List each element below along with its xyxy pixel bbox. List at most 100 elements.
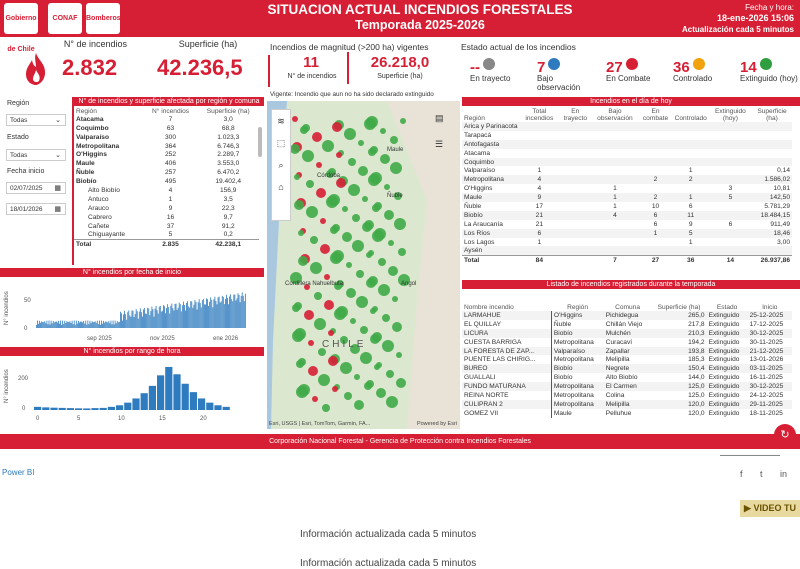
table-row[interactable]: Coquimbo 63 68,8	[74, 124, 259, 133]
fire-marker[interactable]	[398, 274, 410, 286]
estado-select[interactable]: Todas ⌄	[6, 149, 66, 161]
table-row[interactable]: Biobío 495 19.402,4	[74, 177, 259, 186]
fire-marker[interactable]	[364, 382, 372, 390]
zoom-slider[interactable]	[720, 455, 780, 456]
table-subrow[interactable]: Arauco 9 22,3	[74, 204, 259, 213]
fire-marker[interactable]	[370, 334, 380, 344]
scrollbar[interactable]	[258, 127, 262, 157]
table-row[interactable]: Aysén	[462, 246, 792, 256]
fire-marker[interactable]	[310, 236, 318, 244]
linkedin-icon[interactable]: in	[780, 469, 788, 479]
fire-marker[interactable]	[346, 262, 352, 268]
table-row[interactable]: LA FORESTA DE ZAP... Valparaíso Zapallar 19…	[462, 346, 792, 356]
home-icon[interactable]: ⌂	[278, 182, 284, 192]
fire-marker[interactable]	[310, 262, 322, 274]
table-row[interactable]: GOMEZ VII Maule Pelluhue 120,0 Extinguido 18-…	[462, 408, 792, 418]
fire-marker[interactable]	[344, 128, 356, 140]
fire-marker[interactable]	[342, 232, 352, 242]
fire-marker[interactable]	[334, 282, 342, 290]
fire-marker[interactable]	[342, 206, 348, 212]
fire-marker[interactable]	[384, 184, 390, 190]
facebook-icon[interactable]: f	[740, 469, 743, 479]
fire-marker[interactable]	[292, 116, 298, 122]
fire-marker[interactable]	[324, 274, 330, 280]
fire-marker[interactable]	[362, 222, 372, 232]
fire-marker[interactable]	[368, 148, 376, 156]
fire-marker[interactable]	[326, 170, 334, 178]
fire-marker[interactable]	[390, 136, 398, 144]
fire-marker[interactable]	[380, 128, 386, 134]
table-row[interactable]: GUALLALI Biobío Alto Biobío 144,0 Extinguido…	[462, 373, 792, 383]
table-subrow[interactable]: Cañete 37 91,2	[74, 222, 259, 231]
fire-marker[interactable]	[320, 218, 326, 224]
fire-marker[interactable]	[328, 330, 334, 336]
fire-marker[interactable]	[322, 404, 330, 412]
fire-marker[interactable]	[376, 388, 386, 398]
fire-marker[interactable]	[382, 314, 390, 322]
fire-marker[interactable]	[366, 278, 376, 288]
table-row[interactable]: Los Ríos 6 1 5 18,46	[462, 228, 792, 238]
fire-marker[interactable]	[356, 270, 364, 278]
table-row[interactable]: Valparaíso 300 1.023,3	[74, 133, 259, 142]
fire-marker[interactable]	[386, 396, 398, 408]
fire-marker[interactable]	[340, 336, 348, 344]
table-row[interactable]: Ñuble 257 6.470,2	[74, 168, 259, 177]
fire-marker[interactable]	[360, 352, 372, 364]
fire-marker[interactable]	[292, 304, 300, 312]
table-icon[interactable]: ▤	[435, 113, 444, 123]
incident-map[interactable]: ≋ ⬚ ⌕ ⌂ ▤ ☰ Córdoba Maule Ñuble Cordillera …	[267, 101, 460, 429]
fire-marker[interactable]	[330, 226, 338, 234]
table-row[interactable]: Total 84 7 27 36 14 26.937,86	[462, 254, 792, 265]
fire-marker[interactable]	[344, 392, 352, 400]
video-button[interactable]: ▶ VIDEO TU	[740, 500, 800, 517]
table-row[interactable]: BUREO Biobío Negrete 150,4 Extinguido 03-11-2…	[462, 364, 792, 374]
fire-marker[interactable]	[332, 122, 342, 132]
fire-marker[interactable]	[294, 200, 304, 210]
table-subrow[interactable]: Chiguayante 5 0,2	[74, 230, 259, 239]
fire-marker[interactable]	[322, 140, 334, 152]
fire-marker[interactable]	[370, 308, 376, 314]
table-row[interactable]: Biobío 21 4 6 11 18.484,15	[462, 210, 792, 220]
fecha-desde-input[interactable]: 02/07/2025 ▦	[6, 182, 66, 194]
table-row[interactable]: FUNDO MATURANA Metropolitana El Carmen 125,…	[462, 382, 792, 392]
fire-marker[interactable]	[388, 240, 394, 246]
list-icon[interactable]: ☰	[435, 139, 444, 149]
table-row[interactable]: PUENTE LAS CHIRIG... Metropolitana Melipil…	[462, 355, 792, 365]
fire-marker[interactable]	[352, 214, 360, 222]
fire-marker[interactable]	[298, 230, 304, 236]
fire-marker[interactable]	[362, 196, 368, 202]
fire-marker[interactable]	[340, 362, 352, 374]
fire-marker[interactable]	[374, 364, 380, 370]
table-row[interactable]: Atacama 7 3,0	[74, 115, 259, 124]
fire-marker[interactable]	[356, 296, 368, 308]
table-row[interactable]: REINA NORTE Metropolitana Colina 125,0 Extin…	[462, 391, 792, 400]
fire-marker[interactable]	[336, 178, 346, 188]
fire-marker[interactable]	[382, 340, 394, 352]
table-subrow[interactable]: Cabrero 16 9,7	[74, 213, 259, 222]
fire-marker[interactable]	[392, 296, 398, 302]
fire-marker[interactable]	[314, 292, 322, 300]
table-row[interactable]: Maule 406 3.553,0	[74, 159, 259, 168]
fire-marker[interactable]	[350, 344, 360, 354]
table-row[interactable]: Ñuble 17 1 10 6 5.781,29	[462, 202, 792, 211]
table-row[interactable]: Arica y Parinacota	[462, 122, 792, 131]
fire-marker[interactable]	[296, 360, 304, 368]
table-row[interactable]: Valparaíso 1 1 0,14	[462, 166, 792, 175]
fire-marker[interactable]	[328, 356, 338, 366]
fire-marker[interactable]	[354, 400, 364, 410]
fire-marker[interactable]	[326, 196, 338, 208]
fire-marker[interactable]	[364, 118, 376, 130]
fire-marker[interactable]	[312, 396, 318, 402]
table-row[interactable]: Antofagasta	[462, 139, 792, 149]
fire-marker[interactable]	[296, 386, 308, 398]
table-row[interactable]: Metropolitana 364 6.746,3	[74, 142, 259, 151]
fire-marker[interactable]	[314, 318, 326, 330]
table-row[interactable]: O'Higgins 252 2.289,7	[74, 150, 259, 159]
fire-marker[interactable]	[368, 174, 380, 186]
fire-marker[interactable]	[294, 174, 300, 180]
table-subrow[interactable]: Antuco 1 3,5	[74, 195, 259, 204]
fire-marker[interactable]	[396, 378, 406, 388]
fire-marker[interactable]	[332, 386, 338, 392]
fire-marker[interactable]	[298, 256, 308, 266]
table-row[interactable]: EL QUILLAY Ñuble Chillán Viejo 217,8 Extingu…	[462, 319, 792, 329]
